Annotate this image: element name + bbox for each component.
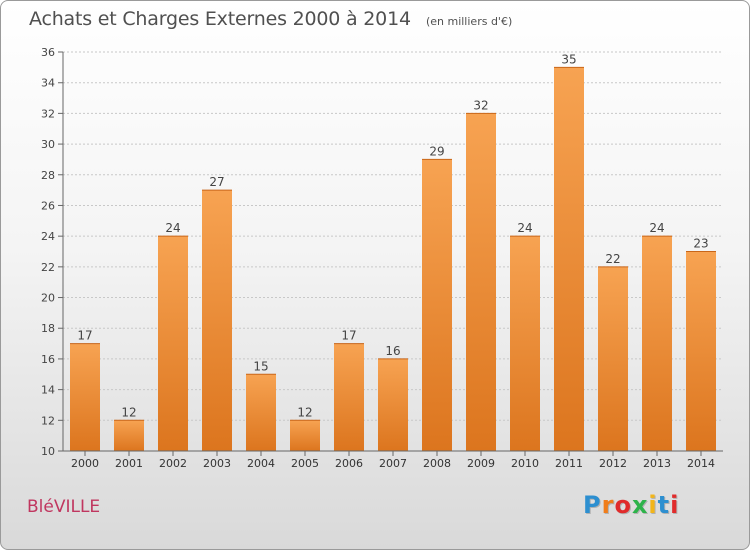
x-tick-label: 2007 [379,457,407,470]
bar [642,236,672,451]
data-label: 23 [693,237,708,251]
data-label: 27 [209,175,224,189]
data-label: 17 [341,329,356,343]
bar [598,266,628,451]
data-label: 17 [77,329,92,343]
brand-letter: x [631,491,649,519]
brand-letter: P [583,491,602,519]
x-tick-label: 2011 [555,457,583,470]
x-tick-label: 2004 [247,457,275,470]
x-tick-label: 2008 [423,457,451,470]
bar [334,343,364,451]
y-tick-label: 28 [41,169,55,182]
data-label: 12 [297,405,312,419]
bar [686,251,716,451]
brand-letter: i [648,491,658,519]
bar [510,236,540,451]
chart-title: Achats et Charges Externes 2000 à 2014 [29,8,411,30]
x-tick-label: 2012 [599,457,627,470]
y-tick-label: 32 [41,107,55,120]
bar [466,113,496,451]
axes [58,51,723,456]
y-tick-label: 34 [41,77,55,90]
brand-letter: r [601,491,615,519]
bar [246,374,276,451]
data-label: 22 [605,252,620,266]
x-tick-label: 2013 [643,457,671,470]
data-label: 24 [165,221,180,235]
x-tick-label: 2001 [115,457,143,470]
bar [202,190,232,451]
data-label: 24 [517,221,532,235]
x-tick-label: 2000 [71,457,99,470]
bar [70,343,100,451]
bar [158,236,188,451]
y-tick-label: 24 [41,230,55,243]
data-label: 29 [429,144,444,158]
place-name: BléVILLE [27,497,101,517]
bar [422,159,452,451]
brand-letter: o [614,491,632,519]
y-tick-label: 10 [41,445,55,458]
chart-unit: (en milliers d'€) [425,15,513,28]
y-tick-label: 36 [41,46,55,59]
brand-logo: Proxiti [583,491,679,519]
bar [290,420,320,451]
bar [114,420,144,451]
x-tick-label: 2010 [511,457,539,470]
bars [70,66,716,451]
data-label: 12 [121,405,136,419]
brand-letter: i [670,491,680,519]
bar [378,358,408,451]
y-tick-label: 12 [41,414,55,427]
data-label: 35 [561,52,576,66]
y-tick-label: 16 [41,353,55,366]
x-tick-label: 2002 [159,457,187,470]
x-tick-label: 2005 [291,457,319,470]
y-tick-label: 22 [41,261,55,274]
data-label: 15 [253,359,268,373]
y-tick-label: 26 [41,199,55,212]
labels: 10 12 14 16 18 20 22 24 26 28 30 32 34 36 17 2000 12 2001… [41,46,715,470]
x-tick-label: 2003 [203,457,231,470]
x-tick-label: 2009 [467,457,495,470]
x-tick-label: 2014 [687,457,715,470]
y-tick-label: 30 [41,138,55,151]
data-label: 24 [649,221,664,235]
y-tick-label: 18 [41,322,55,335]
chart-title-block: Achats et Charges Externes 2000 à 2014 (… [29,8,512,30]
y-tick-label: 20 [41,292,55,305]
bar [554,67,584,451]
data-label: 32 [473,98,488,112]
y-tick-label: 14 [41,384,55,397]
x-tick-label: 2006 [335,457,363,470]
data-label: 16 [385,344,400,358]
brand-letter: t [657,491,671,519]
